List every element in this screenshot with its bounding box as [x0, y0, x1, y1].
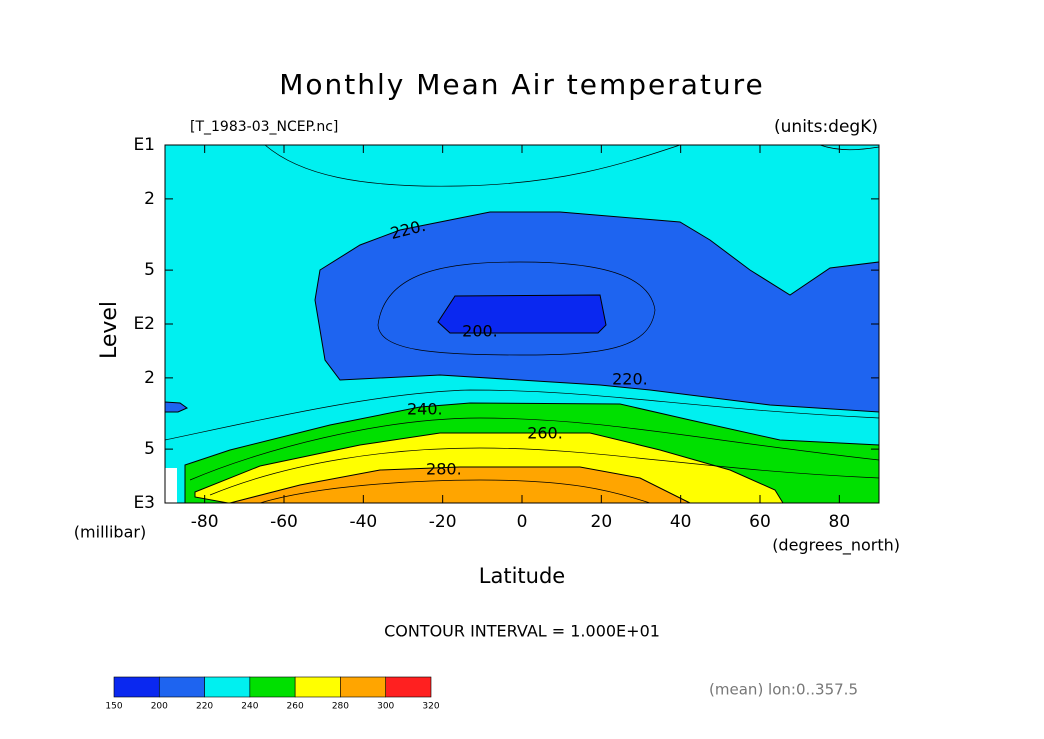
contour-line	[259, 479, 651, 504]
x-tick-label: -20	[429, 512, 457, 532]
y-tick-label: E1	[133, 135, 155, 155]
colorbar-label: 280	[332, 702, 349, 712]
y-tick-label: 5	[144, 260, 155, 280]
contour-line	[819, 144, 880, 151]
x-axis-unit: (degrees_north)	[772, 536, 900, 556]
note: (mean) lon:0..357.5	[709, 681, 858, 699]
colorbar-label: 240	[241, 702, 258, 712]
x-tick-label: 20	[591, 512, 613, 532]
colorbar-swatch	[385, 676, 432, 698]
x-tick-label: 40	[670, 512, 692, 532]
colorbar-swatch	[294, 676, 341, 698]
contour-line	[189, 417, 880, 481]
contour-label: 200.	[462, 322, 498, 341]
colorbar-label: 220	[196, 702, 213, 712]
colorbar-swatch	[113, 676, 160, 698]
band-150-200	[437, 294, 607, 334]
x-tick-label: -60	[270, 512, 298, 532]
y-axis-label: Level	[97, 301, 122, 359]
contour-label: 280.	[426, 459, 462, 478]
chart-title: Monthly Mean Air temperature	[279, 68, 765, 101]
contour-interval: CONTOUR INTERVAL = 1.000E+01	[384, 622, 660, 641]
x-axis-label: Latitude	[479, 564, 565, 588]
colorbar-swatch	[158, 676, 205, 698]
contour-label: 220.	[612, 369, 648, 388]
y-tick-label: E3	[133, 493, 155, 513]
y-axis-unit: (millibar)	[74, 523, 146, 542]
contour-line	[164, 389, 880, 441]
y-tick-label: E2	[133, 314, 155, 334]
colorbar-label: 300	[377, 702, 394, 712]
contour-line	[377, 261, 656, 356]
colorbar-swatch	[204, 676, 251, 698]
x-tick-label: -40	[349, 512, 377, 532]
colorbar-label: 260	[287, 702, 304, 712]
colorbar-swatch	[249, 676, 296, 698]
contour-fill	[164, 144, 880, 504]
x-tick-label: 80	[829, 512, 851, 532]
colorbar-label: 320	[422, 702, 439, 712]
colorbar-label: 150	[105, 702, 122, 712]
contour-line	[264, 144, 681, 187]
band-280-300	[229, 466, 691, 504]
contour-label: 260.	[527, 424, 563, 443]
y-tick-label: 2	[144, 368, 155, 388]
missing-data	[165, 468, 177, 503]
x-tick-label: -80	[191, 512, 219, 532]
y-tick-label: 5	[144, 439, 155, 459]
y-tick-label: 2	[144, 189, 155, 209]
contour-label: 240.	[407, 399, 443, 418]
colorbar-swatch	[340, 676, 387, 698]
colorbar-label: 200	[151, 702, 168, 712]
x-tick-label: 0	[517, 512, 528, 532]
units: (units:degK)	[774, 117, 878, 137]
x-tick-label: 60	[749, 512, 771, 532]
subtitle: [T_1983-03_NCEP.nc]	[190, 119, 338, 135]
contour-line	[209, 447, 880, 496]
